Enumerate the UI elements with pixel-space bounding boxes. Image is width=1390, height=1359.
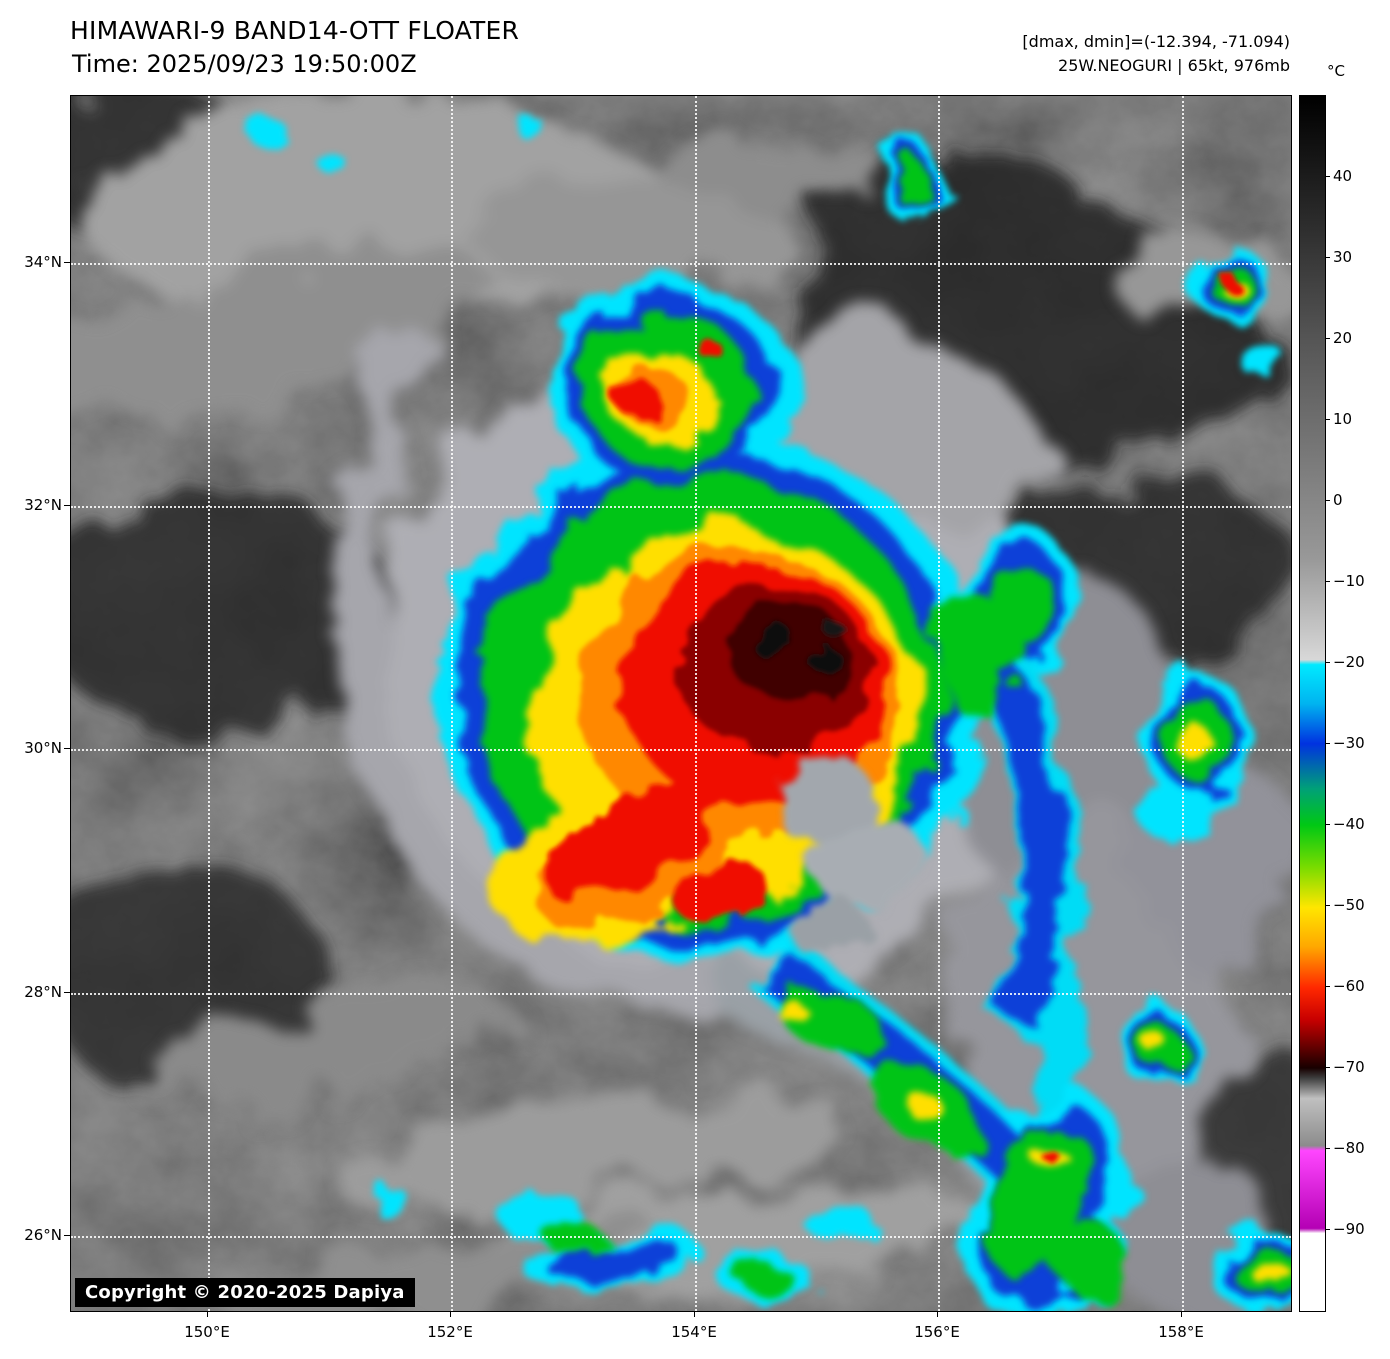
y-axis-label: 28°N (24, 983, 62, 1001)
gridline-lat-34n (71, 263, 1291, 265)
gridline-lon-152e (451, 96, 453, 1311)
colorbar-tick-label: −80 (1333, 1139, 1365, 1157)
colorbar-unit-label: °C (1327, 62, 1345, 80)
gridline-lon-156e (938, 96, 940, 1311)
colorbar-tick (1325, 662, 1330, 663)
dmax-dmin-readout: [dmax, dmin]=(-12.394, -71.094) (1022, 32, 1290, 51)
colorbar-tick-label: −70 (1333, 1058, 1365, 1076)
x-axis-tick (1181, 1311, 1182, 1317)
gridline-lat-30n (71, 749, 1291, 751)
figure-title: HIMAWARI-9 BAND14-OTT FLOATER (70, 16, 520, 45)
storm-info: 25W.NEOGURI | 65kt, 976mb (1058, 56, 1290, 75)
colorbar-tick (1325, 1148, 1330, 1149)
colorbar-tick-label: 40 (1333, 167, 1353, 185)
y-axis-tick (64, 1235, 70, 1236)
colorbar-tick (1325, 905, 1330, 906)
y-axis-label: 30°N (24, 739, 62, 757)
y-axis-label: 32°N (24, 496, 62, 514)
colorbar-tick-label: −40 (1333, 815, 1365, 833)
y-axis-label: 26°N (24, 1226, 62, 1244)
colorbar-tick (1325, 1229, 1330, 1230)
colorbar-tick (1325, 257, 1330, 258)
colorbar-tick-label: 10 (1333, 410, 1353, 428)
colorbar-gradient (1299, 95, 1326, 1312)
colorbar-tick (1325, 176, 1330, 177)
gridline-lon-158e (1182, 96, 1184, 1311)
gridline-lon-150e (208, 96, 210, 1311)
colorbar-tick (1325, 824, 1330, 825)
gridline-lat-28n (71, 993, 1291, 995)
colorbar-tick-label: 20 (1333, 329, 1353, 347)
colorbar-tick-label: 30 (1333, 248, 1353, 266)
y-axis-label: 34°N (24, 253, 62, 271)
y-axis-tick (64, 505, 70, 506)
cold-core-layer (678, 584, 870, 752)
gridline-lat-26n (71, 1236, 1291, 1238)
y-axis-tick (64, 262, 70, 263)
colorbar-tick (1325, 419, 1330, 420)
colorbar-tick (1325, 338, 1330, 339)
satellite-image (71, 96, 1291, 1311)
x-axis-label: 154°E (671, 1323, 717, 1341)
x-axis-tick (694, 1311, 695, 1317)
colorbar-tick-label: −20 (1333, 653, 1365, 671)
x-axis-tick (937, 1311, 938, 1317)
colorbar-tick-label: −90 (1333, 1220, 1365, 1238)
gridline-lat-32n (71, 506, 1291, 508)
colorbar-tick (1325, 581, 1330, 582)
satellite-map: Copyright © 2020-2025 Dapiya (70, 95, 1292, 1312)
figure-timestamp: Time: 2025/09/23 19:50:00Z (72, 50, 417, 78)
x-axis-label: 150°E (184, 1323, 230, 1341)
y-axis-tick (64, 992, 70, 993)
dry-slot-gray (767, 750, 929, 961)
x-axis-label: 158°E (1158, 1323, 1204, 1341)
header-right-block: [dmax, dmin]=(-12.394, -71.094) 25W.NEOG… (1022, 30, 1290, 78)
colorbar-tick (1325, 1067, 1330, 1068)
colorbar-tick (1325, 500, 1330, 501)
x-axis-label: 156°E (914, 1323, 960, 1341)
colorbar-tick-label: −60 (1333, 977, 1365, 995)
colorbar-tick-label: −50 (1333, 896, 1365, 914)
colorbar-tick-label: −30 (1333, 734, 1365, 752)
x-axis-label: 152°E (427, 1323, 473, 1341)
x-axis-tick (207, 1311, 208, 1317)
colorbar-tick (1325, 743, 1330, 744)
copyright-badge: Copyright © 2020-2025 Dapiya (75, 1278, 415, 1307)
colorbar-tick (1325, 986, 1330, 987)
x-axis-tick (450, 1311, 451, 1317)
gridline-lon-154e (695, 96, 697, 1311)
colorbar-tick-label: −10 (1333, 572, 1365, 590)
colorbar-tick-label: 0 (1333, 491, 1343, 509)
y-axis-tick (64, 748, 70, 749)
